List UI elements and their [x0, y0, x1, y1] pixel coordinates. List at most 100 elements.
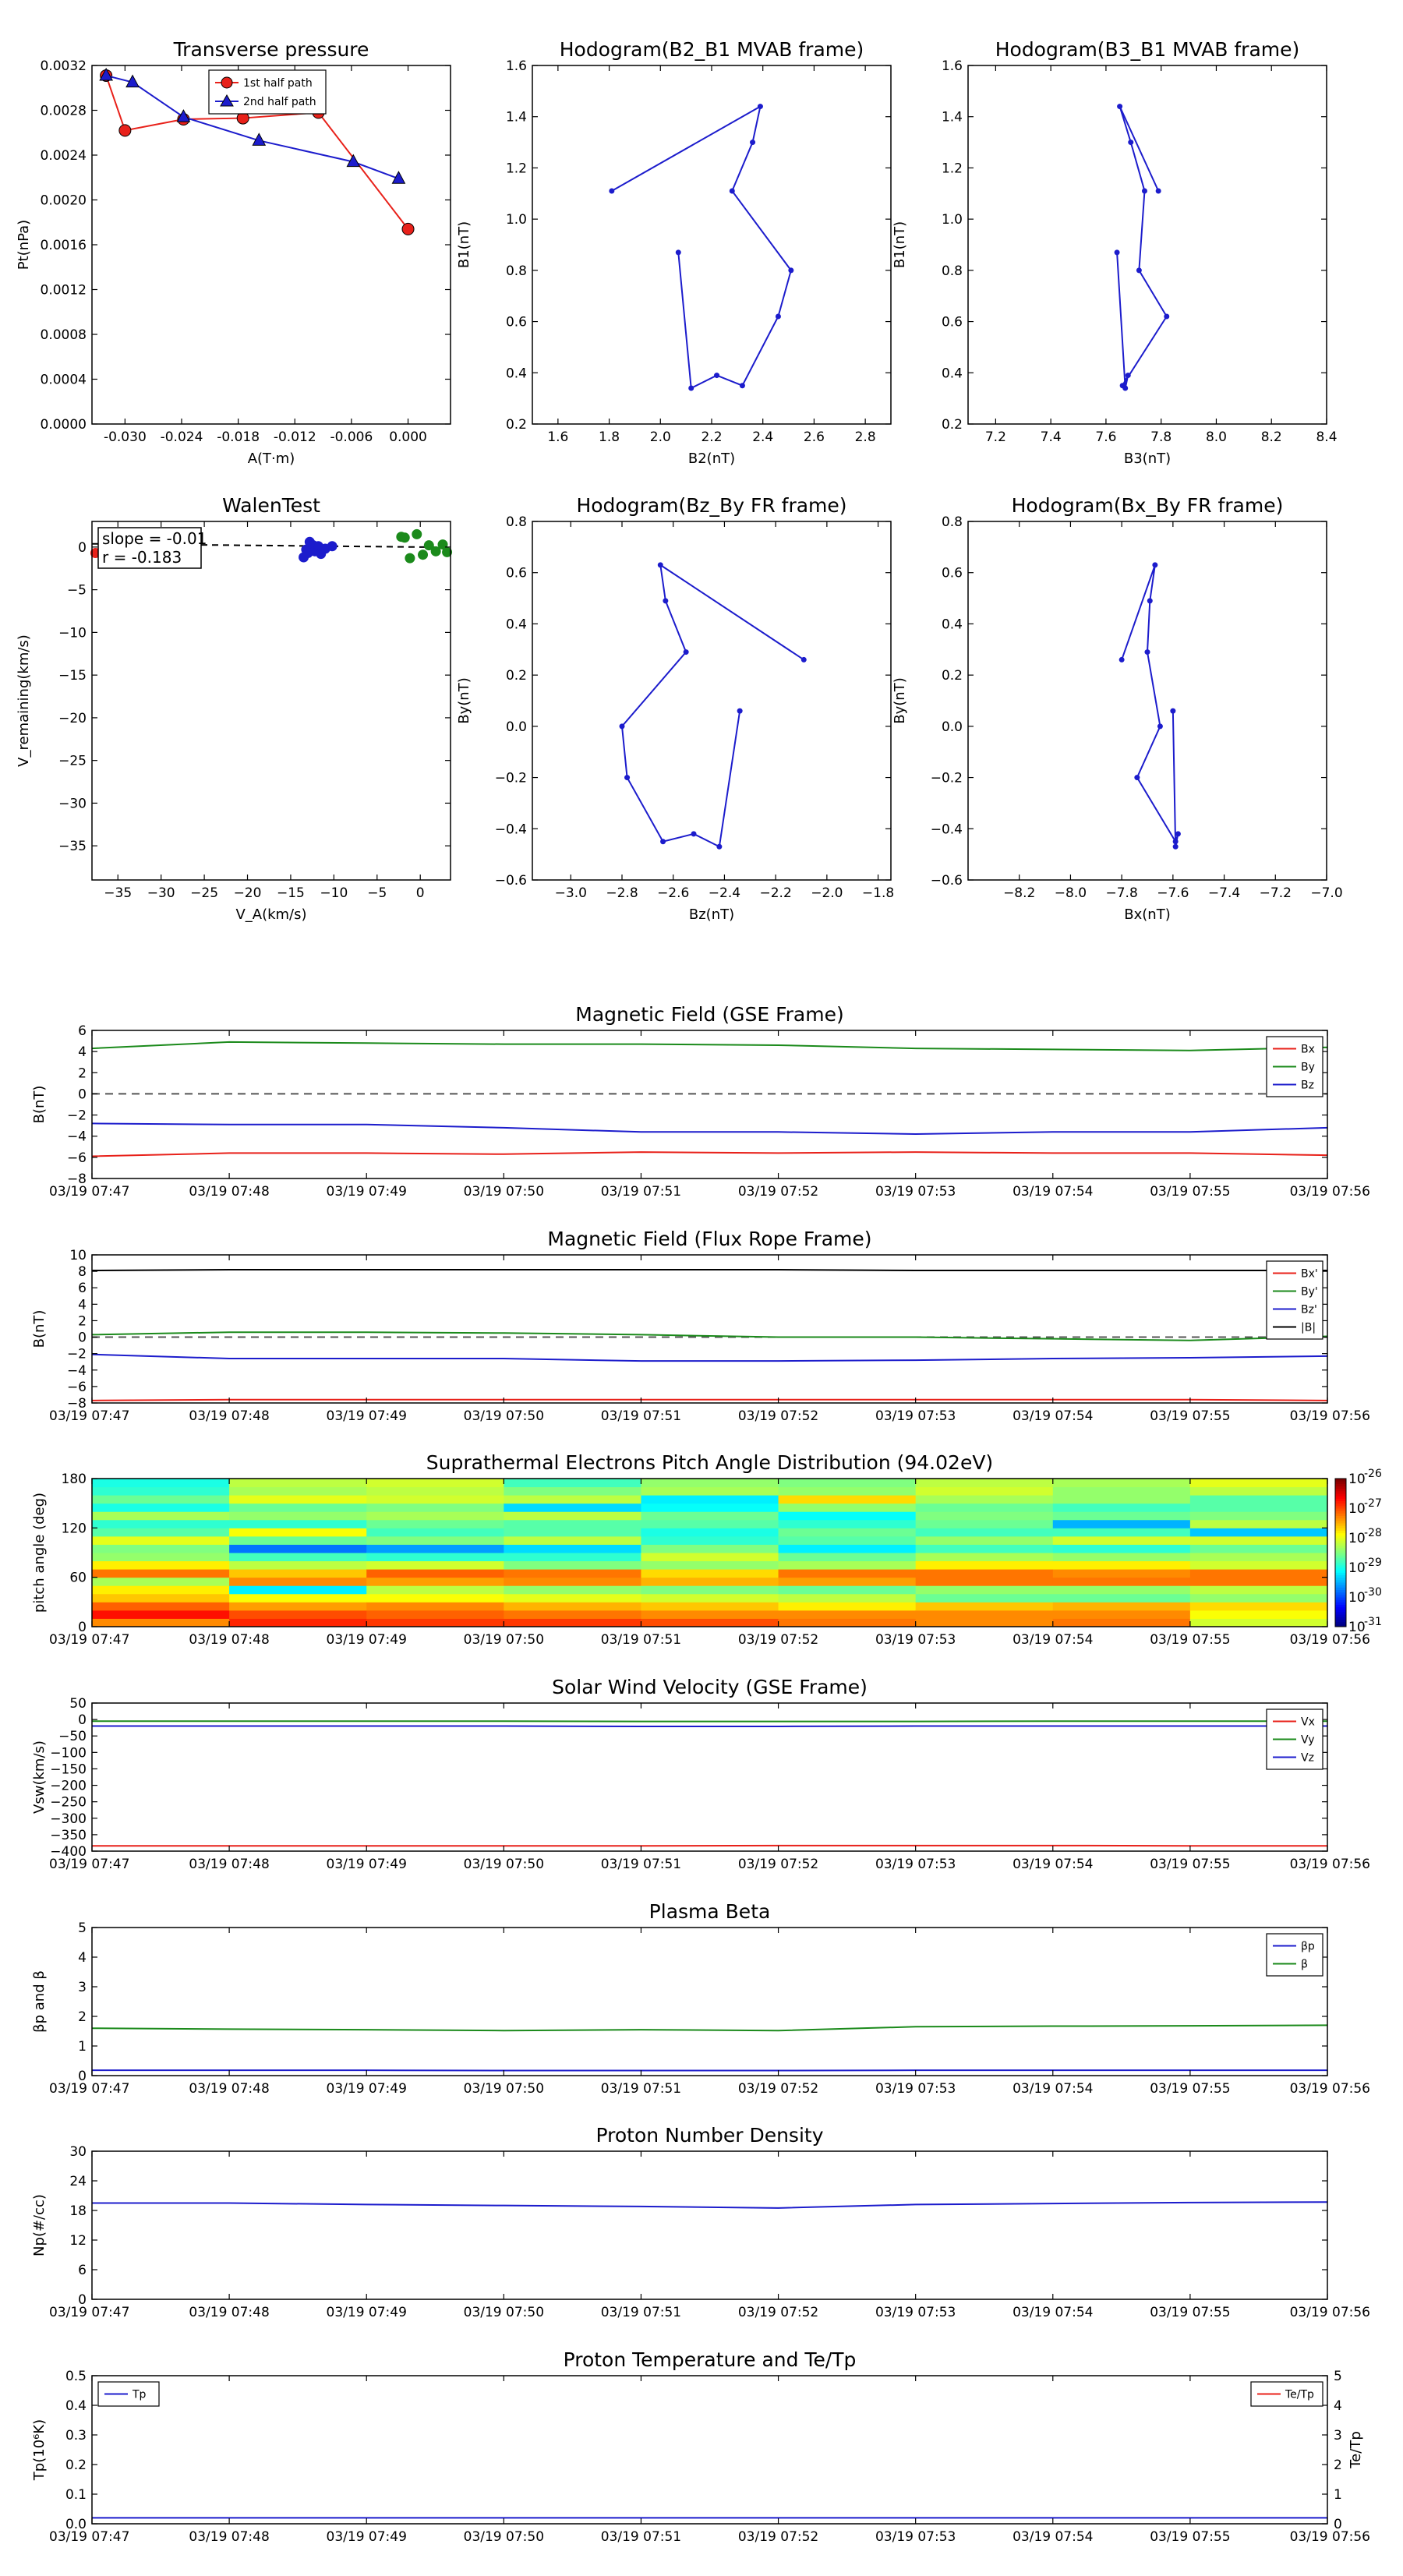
heatmap-cell	[1053, 1544, 1191, 1553]
data-point	[740, 383, 745, 388]
x-tick-label: 03/19 07:55	[1150, 1408, 1230, 1424]
heatmap-cell	[1053, 1528, 1191, 1536]
x-tick-label: 03/19 07:47	[49, 1857, 129, 1872]
y-tick-label: −0.6	[931, 873, 963, 889]
y-tick-label: 0.0032	[41, 58, 87, 74]
y-tick-label: 8	[78, 1264, 87, 1280]
heatmap-cell	[641, 1544, 779, 1553]
colorbar-base: 10	[1348, 1501, 1366, 1517]
heatmap-cell	[1053, 1520, 1191, 1528]
heatmap-cell	[779, 1602, 917, 1610]
x-tick-label: −25	[190, 885, 218, 901]
heatmap-cell	[779, 1479, 917, 1487]
legend: Bx'By'Bz'|B|	[1267, 1261, 1323, 1339]
x-tick-label: 8.2	[1261, 429, 1282, 445]
hodogram-bz-by: Hodogram(Bz_By FR frame)−0.6−0.4−0.20.00…	[456, 494, 894, 923]
y-tick-label: 1.2	[942, 161, 963, 176]
heatmap-cell	[92, 1495, 230, 1504]
heatmap-cell	[779, 1504, 917, 1512]
y-tick-label: 1.0	[506, 212, 527, 228]
y-tick-label: 1.2	[506, 161, 527, 176]
plot-area	[92, 2151, 1327, 2299]
x-tick-label: 03/19 07:50	[464, 2529, 544, 2545]
colorbar-exponent: -28	[1364, 1527, 1382, 1539]
y-tick-label: 3	[78, 1980, 87, 1995]
heatmap-cell	[1190, 1544, 1328, 1553]
colorbar-step	[1335, 1538, 1346, 1541]
heatmap-cell	[916, 1520, 1054, 1528]
data-point	[1126, 373, 1131, 378]
data-point	[1120, 383, 1126, 388]
y-tick-label: −0.6	[495, 873, 527, 889]
heatmap-cell	[916, 1602, 1054, 1610]
heatmap-cell	[229, 1561, 367, 1570]
heatmap-cell	[366, 1536, 504, 1545]
data-point	[1115, 249, 1120, 255]
heatmap-cell	[916, 1504, 1054, 1512]
colorbar-step	[1335, 1498, 1346, 1501]
x-tick-label: −2.2	[760, 885, 792, 901]
x-tick-label: 03/19 07:51	[601, 1857, 681, 1872]
heatmap-cell	[1053, 1479, 1191, 1487]
legend-entry: Bz'	[1301, 1304, 1317, 1316]
heatmap-cell	[779, 1536, 917, 1545]
y-tick-label: 1.4	[506, 110, 527, 125]
colorbar-step	[1335, 1622, 1346, 1625]
x-tick-label: 1.6	[547, 429, 568, 445]
heatmap-cell	[504, 1618, 641, 1627]
y-tick-label: −100	[50, 1745, 87, 1761]
heatmap-cell	[92, 1594, 230, 1602]
heatmap-cell	[1190, 1553, 1328, 1561]
heatmap-cell	[1053, 1487, 1191, 1496]
data-point	[750, 140, 755, 145]
x-tick-label: 03/19 07:52	[738, 1184, 818, 1200]
plot-area	[92, 2376, 1327, 2524]
data-point	[419, 550, 428, 560]
x-tick-label: 03/19 07:52	[738, 2305, 818, 2320]
x-tick-label: 03/19 07:47	[49, 2529, 129, 2545]
x-tick-label: 03/19 07:49	[327, 2081, 407, 2097]
heatmap-cell	[641, 1520, 779, 1528]
data-point	[730, 189, 735, 194]
y-tick-label: 1	[78, 2039, 87, 2055]
y-tick-label: −350	[50, 1828, 87, 1843]
x-tick-label: 03/19 07:49	[327, 1632, 407, 1648]
x-tick-label: 03/19 07:47	[49, 2305, 129, 2320]
y-tick-label: 0.4	[942, 617, 963, 632]
x-axis-label: Bz(nT)	[689, 906, 734, 923]
y-tick-label: −0.4	[931, 822, 963, 837]
data-point	[1145, 649, 1150, 655]
x-tick-label: 03/19 07:55	[1150, 1184, 1230, 1200]
chart-title: Magnetic Field (Flux Rope Frame)	[547, 1228, 871, 1250]
data-point	[737, 708, 743, 714]
heatmap-cell	[229, 1479, 367, 1487]
heatmap-cell	[1190, 1618, 1328, 1627]
x-tick-label: 03/19 07:49	[327, 1184, 407, 1200]
colorbar-step	[1335, 1525, 1346, 1528]
colorbar-base: 10	[1348, 1590, 1366, 1606]
heatmap-cell	[641, 1511, 779, 1520]
heatmap-cell	[92, 1544, 230, 1553]
x-tick-label: 03/19 07:48	[189, 1184, 269, 1200]
x-tick-label: -0.024	[161, 429, 203, 445]
colorbar-step	[1335, 1617, 1346, 1620]
x-tick-label: 03/19 07:54	[1012, 2081, 1093, 2097]
x-tick-label: 03/19 07:50	[464, 1857, 544, 1872]
colorbar-step	[1335, 1578, 1346, 1581]
data-point	[1128, 140, 1133, 145]
colorbar-step	[1335, 1555, 1346, 1558]
heatmap-cell	[504, 1528, 641, 1536]
data-point	[1173, 844, 1179, 850]
colorbar-step	[1335, 1504, 1346, 1507]
heatmap-cell	[1190, 1528, 1328, 1536]
x-tick-label: −7.0	[1310, 885, 1342, 901]
data-point	[431, 546, 440, 556]
colorbar-step	[1335, 1518, 1346, 1521]
heatmap-cell	[641, 1610, 779, 1619]
x-tick-label: 03/19 07:48	[189, 2081, 269, 2097]
heatmap-cell	[1190, 1536, 1328, 1545]
heatmap-cell	[1190, 1479, 1328, 1487]
y-tick-label: −50	[58, 1729, 87, 1744]
y-tick-label: 0.4	[942, 366, 963, 381]
